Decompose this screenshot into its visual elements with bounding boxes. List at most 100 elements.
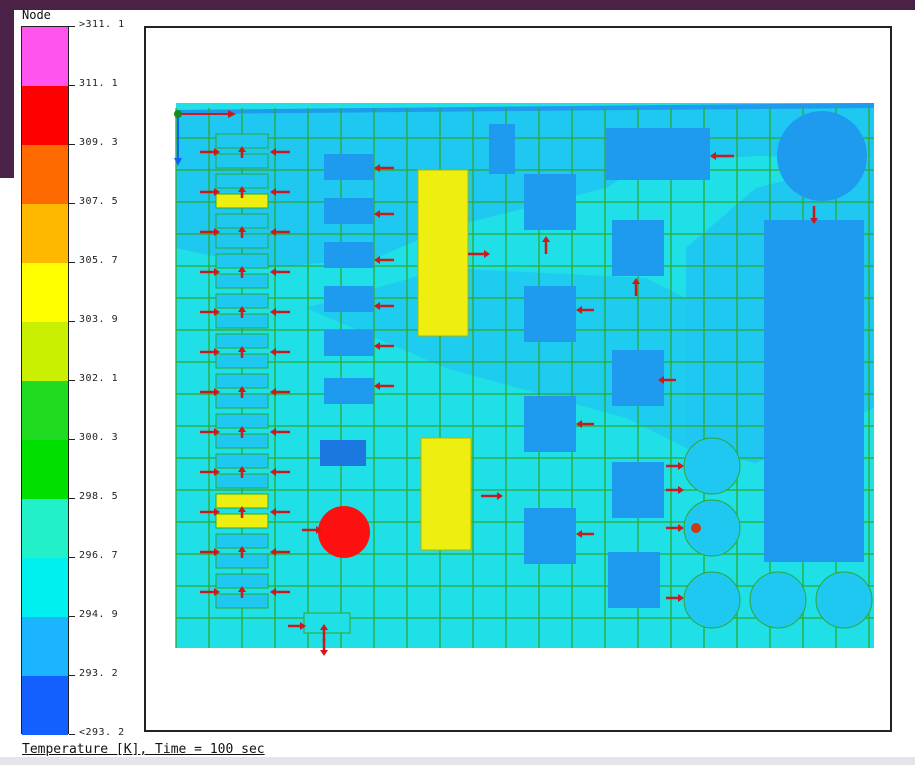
legend-swatch	[22, 676, 68, 735]
arrow-icon	[200, 268, 220, 276]
arrow-icon	[666, 486, 684, 494]
arrow-icon	[320, 638, 328, 656]
arrow-icon	[270, 228, 290, 236]
window-top-border	[0, 0, 915, 10]
arrow-icon	[238, 266, 246, 278]
resistor	[215, 573, 269, 589]
legend-swatch	[22, 86, 68, 145]
legend-swatch	[22, 27, 68, 86]
component-block	[612, 462, 664, 518]
legend-label: 296. 7	[79, 550, 119, 561]
component-cylinder	[777, 111, 867, 201]
legend-label: 303. 9	[79, 314, 119, 325]
arrow-icon	[374, 302, 394, 310]
window-left-border	[0, 0, 14, 178]
arrow-icon	[200, 308, 220, 316]
resistor	[215, 173, 269, 189]
window-bottom-border	[0, 757, 915, 765]
caption: Temperature [K], Time = 100 sec	[22, 742, 265, 757]
legend-label: 298. 5	[79, 491, 119, 502]
arrow-icon	[302, 526, 322, 534]
arrow-icon	[481, 492, 503, 500]
legend-swatch	[22, 204, 68, 263]
arrow-icon	[374, 342, 394, 350]
component-block	[324, 378, 374, 404]
component-block	[612, 220, 664, 276]
arrow-icon	[238, 426, 246, 438]
arrow-icon	[270, 348, 290, 356]
arrow-icon	[238, 386, 246, 398]
arrow-icon	[200, 588, 220, 596]
arrow-icon	[666, 462, 684, 470]
arrow-icon	[576, 420, 594, 428]
resistor	[215, 533, 269, 549]
arrow-icon	[374, 210, 394, 218]
legend-tick	[69, 675, 75, 676]
legend-swatch	[22, 263, 68, 322]
component-tall-block	[764, 220, 864, 562]
legend-swatch	[22, 499, 68, 558]
arrow-icon	[200, 388, 220, 396]
component-block	[524, 396, 576, 452]
resistor	[215, 293, 269, 309]
arrow-icon	[238, 226, 246, 238]
resistor	[215, 373, 269, 389]
arrow-icon	[200, 468, 220, 476]
component-block	[608, 552, 660, 608]
legend-tick	[69, 321, 75, 322]
thermal-plot[interactable]	[146, 28, 890, 730]
resistor-column	[215, 133, 269, 609]
arrow-icon	[200, 428, 220, 436]
component-block	[324, 242, 374, 268]
simulation-viewport[interactable]	[144, 26, 892, 732]
component-block	[324, 198, 374, 224]
legend-swatch	[22, 145, 68, 204]
arrow-icon	[238, 346, 246, 358]
arrow-icon	[270, 508, 290, 516]
arrow-icon	[238, 506, 246, 518]
legend-tick	[69, 498, 75, 499]
arrow-icon	[238, 586, 246, 598]
arrow-icon	[666, 524, 684, 532]
legend-label: 307. 5	[79, 196, 119, 207]
legend-label: 305. 7	[79, 255, 119, 266]
legend-label: 311. 1	[79, 78, 119, 89]
legend-label: 293. 2	[79, 668, 119, 679]
legend-swatch	[22, 381, 68, 440]
legend-tick	[69, 616, 75, 617]
arrow-icon	[270, 388, 290, 396]
axis-triad-icon	[174, 110, 236, 166]
component-capacitor	[683, 437, 741, 495]
resistor	[215, 333, 269, 349]
arrow-icon	[270, 548, 290, 556]
arrow-icon	[374, 382, 394, 390]
component-block	[524, 508, 576, 564]
arrow-icon	[658, 376, 676, 384]
legend-swatch	[22, 558, 68, 617]
arrow-icon	[270, 188, 290, 196]
small-hot-component	[691, 523, 701, 533]
arrow-icon	[270, 148, 290, 156]
components	[303, 111, 873, 634]
legend-swatch	[22, 322, 68, 381]
arrow-icon	[200, 228, 220, 236]
legend-tick	[69, 734, 75, 735]
arrow-icon	[200, 508, 220, 516]
temperature-legend	[21, 26, 69, 735]
arrow-icon	[238, 546, 246, 558]
arrow-icon	[270, 588, 290, 596]
arrow-icon	[710, 152, 734, 160]
board-top-edge	[176, 103, 874, 114]
legend-label: >311. 1	[79, 19, 125, 30]
resistor	[215, 453, 269, 469]
resistor	[215, 133, 269, 149]
component-block-yellow	[417, 169, 469, 337]
legend-tick	[69, 85, 75, 86]
legend-label: 300. 3	[79, 432, 119, 443]
arrow-icon	[200, 548, 220, 556]
arrow-icon	[810, 206, 818, 224]
arrow-icon	[468, 250, 490, 258]
resistor	[215, 253, 269, 269]
legend-tick	[69, 439, 75, 440]
legend-tick	[69, 557, 75, 558]
